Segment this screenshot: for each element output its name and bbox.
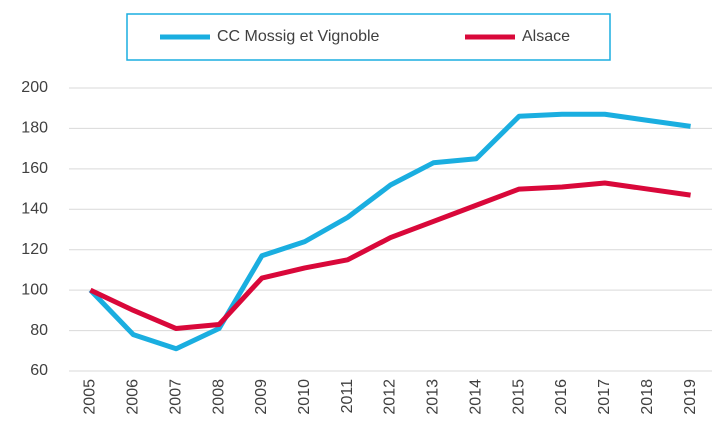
data-line xyxy=(88,111,691,352)
x-tick-label: 2018 xyxy=(639,379,656,415)
x-tick-label: 2015 xyxy=(510,379,527,415)
x-tick-label: 2008 xyxy=(210,379,227,415)
x-tick-label: 2017 xyxy=(596,379,613,415)
y-tick-label: 80 xyxy=(30,322,48,339)
y-tick-label: 200 xyxy=(21,79,48,96)
y-tick-label: 180 xyxy=(21,120,48,137)
x-tick-label: 2010 xyxy=(296,379,313,415)
x-tick-label: 2019 xyxy=(682,379,699,415)
x-tick-label: 2006 xyxy=(125,379,142,415)
x-tick-label: 2007 xyxy=(167,379,184,415)
legend-label: Alsace xyxy=(522,28,570,45)
y-tick-label: 140 xyxy=(21,201,48,218)
x-tick-label: 2014 xyxy=(467,379,484,415)
x-tick-label: 2009 xyxy=(253,379,270,415)
data-line xyxy=(89,180,691,332)
x-tick-label: 2016 xyxy=(553,379,570,415)
x-tick-label: 2013 xyxy=(425,379,442,415)
x-tick-label: 2012 xyxy=(382,379,399,415)
y-tick-label: 100 xyxy=(21,281,48,298)
y-tick-label: 160 xyxy=(21,160,48,177)
legend-label: CC Mossig et Vignoble xyxy=(217,28,380,45)
y-tick-label: 60 xyxy=(30,362,48,379)
x-tick-label: 2011 xyxy=(339,379,356,414)
y-tick-label: 120 xyxy=(21,241,48,258)
x-tick-label: 2005 xyxy=(82,379,99,415)
